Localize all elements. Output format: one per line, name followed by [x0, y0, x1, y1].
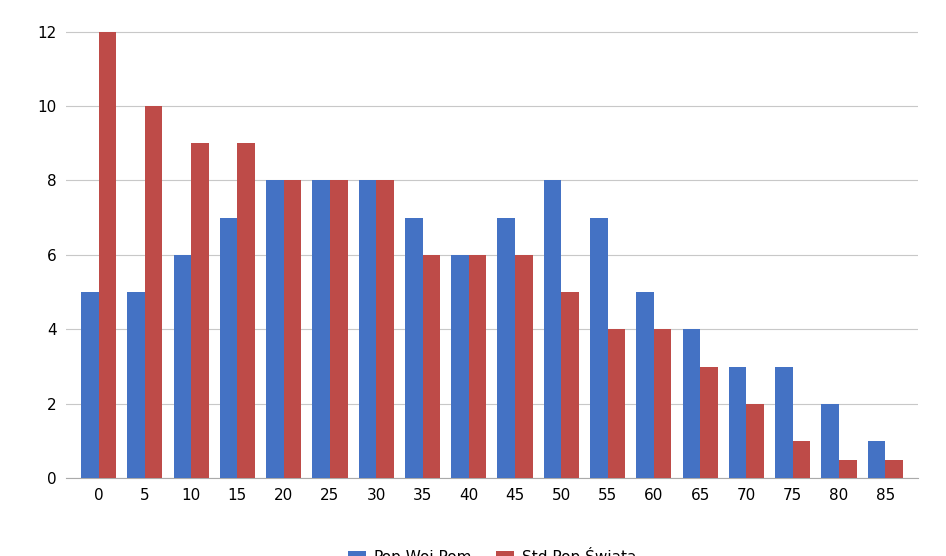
Bar [173, 255, 191, 478]
Bar [867, 441, 885, 478]
Bar [423, 255, 440, 478]
Bar [821, 404, 839, 478]
Bar [839, 460, 856, 478]
Bar [145, 106, 163, 478]
Bar [98, 32, 116, 478]
Bar [81, 292, 98, 478]
Bar [498, 217, 515, 478]
Bar [377, 181, 394, 478]
Bar [237, 143, 255, 478]
Bar [312, 181, 330, 478]
Bar [544, 181, 561, 478]
Bar [775, 366, 793, 478]
Bar [728, 366, 746, 478]
Bar [590, 217, 607, 478]
Bar [219, 217, 237, 478]
Bar [359, 181, 377, 478]
Bar [654, 329, 672, 478]
Bar [128, 292, 145, 478]
Bar [266, 181, 284, 478]
Bar [284, 181, 301, 478]
Bar [191, 143, 209, 478]
Bar [793, 441, 811, 478]
Bar [561, 292, 579, 478]
Bar [746, 404, 764, 478]
Bar [405, 217, 423, 478]
Bar [330, 181, 347, 478]
Bar [451, 255, 469, 478]
Bar [683, 329, 700, 478]
Bar [469, 255, 486, 478]
Bar [515, 255, 533, 478]
Bar [885, 460, 902, 478]
Legend: Pop.Woj.Pom., Std.Pop.Świata: Pop.Woj.Pom., Std.Pop.Świata [342, 541, 642, 556]
Bar [607, 329, 625, 478]
Bar [700, 366, 718, 478]
Bar [637, 292, 654, 478]
